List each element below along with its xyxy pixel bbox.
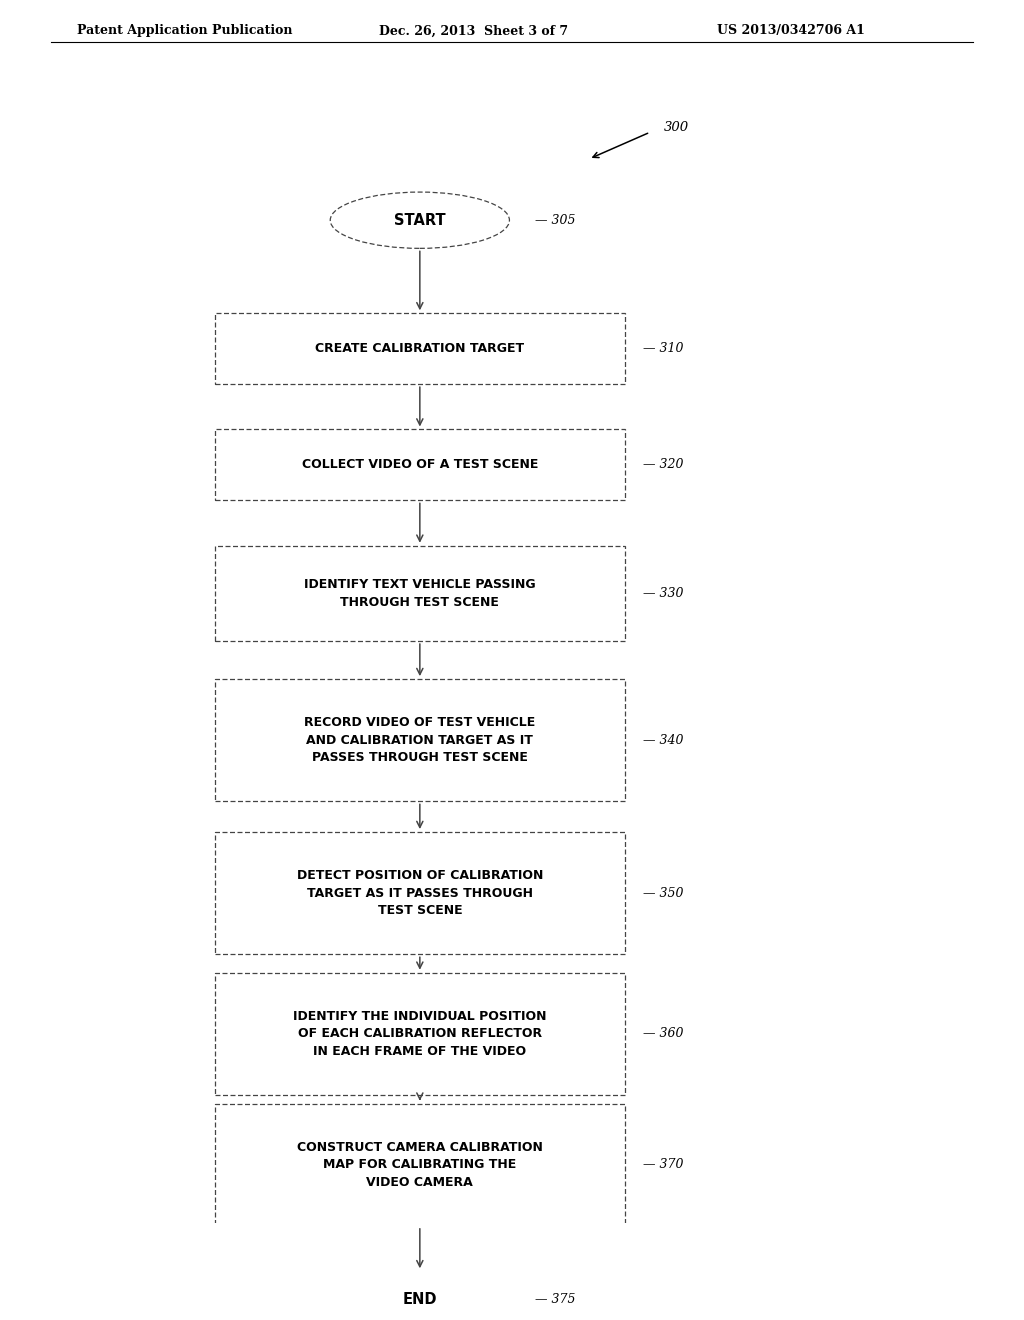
Text: — 350: — 350 bbox=[643, 887, 684, 900]
FancyBboxPatch shape bbox=[215, 832, 625, 954]
FancyBboxPatch shape bbox=[215, 545, 625, 642]
Text: — 340: — 340 bbox=[643, 734, 684, 747]
Text: — 330: — 330 bbox=[643, 587, 684, 599]
Text: US 2013/0342706 A1: US 2013/0342706 A1 bbox=[717, 25, 864, 37]
Text: END: END bbox=[402, 1292, 437, 1307]
FancyBboxPatch shape bbox=[215, 1104, 625, 1226]
Text: — 360: — 360 bbox=[643, 1027, 684, 1040]
Text: — 310: — 310 bbox=[643, 342, 684, 355]
Text: — 375: — 375 bbox=[535, 1292, 575, 1305]
Text: Dec. 26, 2013  Sheet 3 of 7: Dec. 26, 2013 Sheet 3 of 7 bbox=[379, 25, 568, 37]
Text: RECORD VIDEO OF TEST VEHICLE
AND CALIBRATION TARGET AS IT
PASSES THROUGH TEST SC: RECORD VIDEO OF TEST VEHICLE AND CALIBRA… bbox=[304, 717, 536, 764]
Text: — 305: — 305 bbox=[535, 214, 575, 227]
FancyBboxPatch shape bbox=[215, 973, 625, 1096]
Text: DETECT POSITION OF CALIBRATION
TARGET AS IT PASSES THROUGH
TEST SCENE: DETECT POSITION OF CALIBRATION TARGET AS… bbox=[297, 869, 543, 917]
Ellipse shape bbox=[330, 193, 509, 248]
Text: CREATE CALIBRATION TARGET: CREATE CALIBRATION TARGET bbox=[315, 342, 524, 355]
Text: START: START bbox=[394, 213, 445, 228]
Text: IDENTIFY THE INDIVIDUAL POSITION
OF EACH CALIBRATION REFLECTOR
IN EACH FRAME OF : IDENTIFY THE INDIVIDUAL POSITION OF EACH… bbox=[293, 1010, 547, 1057]
Text: COLLECT VIDEO OF A TEST SCENE: COLLECT VIDEO OF A TEST SCENE bbox=[302, 458, 538, 471]
FancyBboxPatch shape bbox=[215, 429, 625, 500]
Text: CONSTRUCT CAMERA CALIBRATION
MAP FOR CALIBRATING THE
VIDEO CAMERA: CONSTRUCT CAMERA CALIBRATION MAP FOR CAL… bbox=[297, 1140, 543, 1189]
Text: 300: 300 bbox=[664, 120, 689, 133]
Ellipse shape bbox=[330, 1271, 509, 1320]
FancyBboxPatch shape bbox=[215, 313, 625, 384]
Text: Patent Application Publication: Patent Application Publication bbox=[77, 25, 292, 37]
Text: — 370: — 370 bbox=[643, 1158, 684, 1171]
Text: — 320: — 320 bbox=[643, 458, 684, 471]
Text: IDENTIFY TEXT VEHICLE PASSING
THROUGH TEST SCENE: IDENTIFY TEXT VEHICLE PASSING THROUGH TE… bbox=[304, 578, 536, 609]
FancyBboxPatch shape bbox=[215, 678, 625, 801]
